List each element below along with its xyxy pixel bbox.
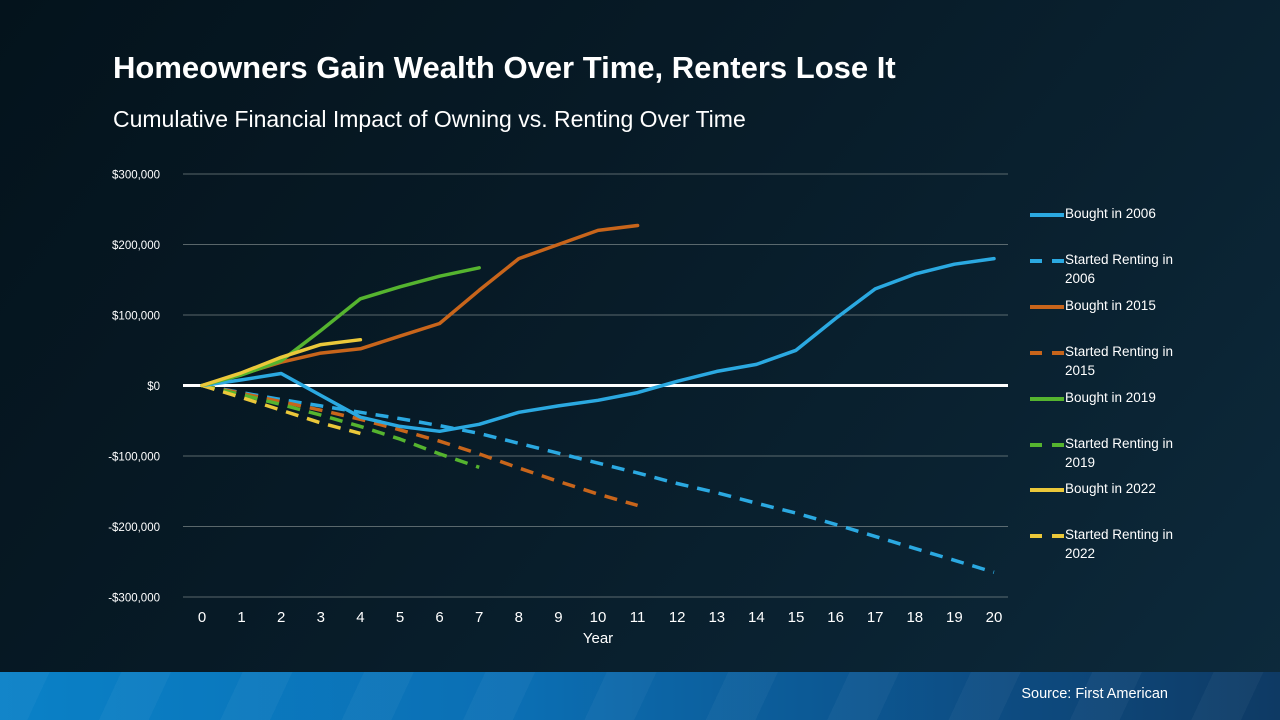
series-line-started-renting-in-2006 <box>201 383 995 574</box>
legend-dashed-line-sample <box>1030 534 1064 538</box>
bottom-accent-bar: Source: First American <box>0 672 1280 720</box>
legend-label: Bought in 2022 <box>1065 481 1156 496</box>
y-tick-label: -$200,000 <box>108 522 160 534</box>
x-tick-label: 15 <box>788 609 805 626</box>
series-line-bought-in-2019 <box>200 266 481 388</box>
x-tick-label: 9 <box>554 609 562 626</box>
x-tick-label: 2 <box>277 609 285 626</box>
legend-solid-line-sample <box>1030 488 1064 492</box>
legend-label: Started Renting in 2022 <box>1065 527 1174 561</box>
x-axis-title: Year <box>582 630 614 647</box>
series-line-started-renting-in-2022 <box>201 383 361 436</box>
legend-dashed-line-sample <box>1030 351 1064 355</box>
y-tick-label: $200,000 <box>112 240 160 252</box>
legend-item-started-renting-in-2019: Started Renting in 2019 <box>1030 435 1185 472</box>
x-tick-label: 20 <box>986 609 1003 626</box>
legend-label: Bought in 2006 <box>1065 206 1156 221</box>
x-tick-label: 19 <box>946 609 963 626</box>
slide-subtitle: Cumulative Financial Impact of Owning vs… <box>113 106 746 132</box>
legend-dashed-line-sample <box>1030 259 1064 263</box>
series-line-bought-in-2022 <box>200 337 363 388</box>
x-tick-label: 10 <box>590 609 607 626</box>
legend-label: Started Renting in 2019 <box>1065 436 1174 470</box>
legend-label: Bought in 2019 <box>1065 390 1156 405</box>
legend-dashed-line-sample <box>1030 443 1064 447</box>
series-line-started-renting-in-2019 <box>201 383 480 469</box>
x-tick-label: 5 <box>396 609 404 626</box>
legend-item-started-renting-in-2006: Started Renting in 2006 <box>1030 251 1185 288</box>
x-tick-label: 14 <box>748 609 765 626</box>
legend-label: Started Renting in 2015 <box>1065 344 1174 378</box>
x-tick-label: 11 <box>630 609 646 626</box>
x-tick-label: 17 <box>867 609 884 626</box>
series-line-bought-in-2006 <box>200 256 996 434</box>
legend-item-started-renting-in-2015: Started Renting in 2015 <box>1030 343 1185 380</box>
legend-label: Started Renting in 2006 <box>1065 252 1174 286</box>
x-tick-label: 7 <box>475 609 483 626</box>
series-line-started-renting-in-2015 <box>201 383 639 508</box>
y-tick-label: -$300,000 <box>108 593 160 605</box>
y-tick-label: $300,000 <box>112 170 160 182</box>
legend-item-bought-in-2006: Bought in 2006 <box>1030 205 1185 224</box>
x-tick-label: 4 <box>356 609 364 626</box>
source-attribution: Source: First American <box>1021 686 1168 702</box>
legend-item-started-renting-in-2022: Started Renting in 2022 <box>1030 526 1185 563</box>
y-tick-label: $0 <box>147 381 160 393</box>
y-tick-label: -$100,000 <box>108 452 160 464</box>
x-tick-label: 12 <box>669 609 686 626</box>
x-tick-label: 6 <box>435 609 443 626</box>
x-tick-label: 13 <box>708 609 725 626</box>
x-tick-label: 8 <box>515 609 523 626</box>
x-tick-label: 18 <box>906 609 923 626</box>
legend-item-bought-in-2019: Bought in 2019 <box>1030 389 1185 408</box>
x-tick-label: 16 <box>827 609 844 626</box>
legend-solid-line-sample <box>1030 397 1064 401</box>
y-tick-label: $100,000 <box>112 311 160 323</box>
legend-solid-line-sample <box>1030 213 1064 217</box>
x-tick-label: 0 <box>198 609 206 626</box>
legend-item-bought-in-2022: Bought in 2022 <box>1030 480 1185 499</box>
legend-solid-line-sample <box>1030 305 1064 309</box>
slide-title: Homeowners Gain Wealth Over Time, Renter… <box>113 50 896 85</box>
x-tick-label: 1 <box>237 609 245 626</box>
x-tick-label: 3 <box>317 609 325 626</box>
legend-item-bought-in-2015: Bought in 2015 <box>1030 297 1185 316</box>
legend-label: Bought in 2015 <box>1065 298 1156 313</box>
